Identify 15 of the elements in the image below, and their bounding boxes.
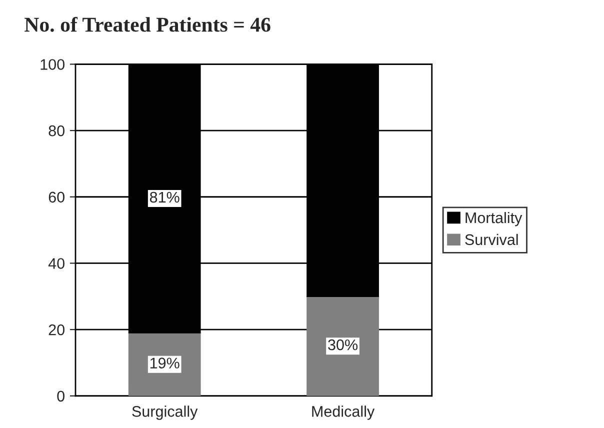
x-tick-label: Surgically <box>132 406 198 420</box>
chart-title: No. of Treated Patients = 46 <box>24 16 270 32</box>
data-label: 19% <box>150 358 180 368</box>
y-tick-label: 80 <box>48 125 64 136</box>
y-tick-label: 100 <box>40 59 64 70</box>
legend-label: Survival <box>465 234 518 246</box>
bar <box>306 296 379 396</box>
y-tick-label: 0 <box>57 390 64 402</box>
data-label: 30% <box>328 339 358 350</box>
x-tick-label: Medically <box>312 406 375 420</box>
y-tick-label: 40 <box>48 258 64 269</box>
data-label: 81% <box>150 192 180 203</box>
y-tick-label: 20 <box>48 324 64 336</box>
legend-label: Mortality <box>466 212 522 226</box>
y-tick-label: 60 <box>48 192 64 203</box>
